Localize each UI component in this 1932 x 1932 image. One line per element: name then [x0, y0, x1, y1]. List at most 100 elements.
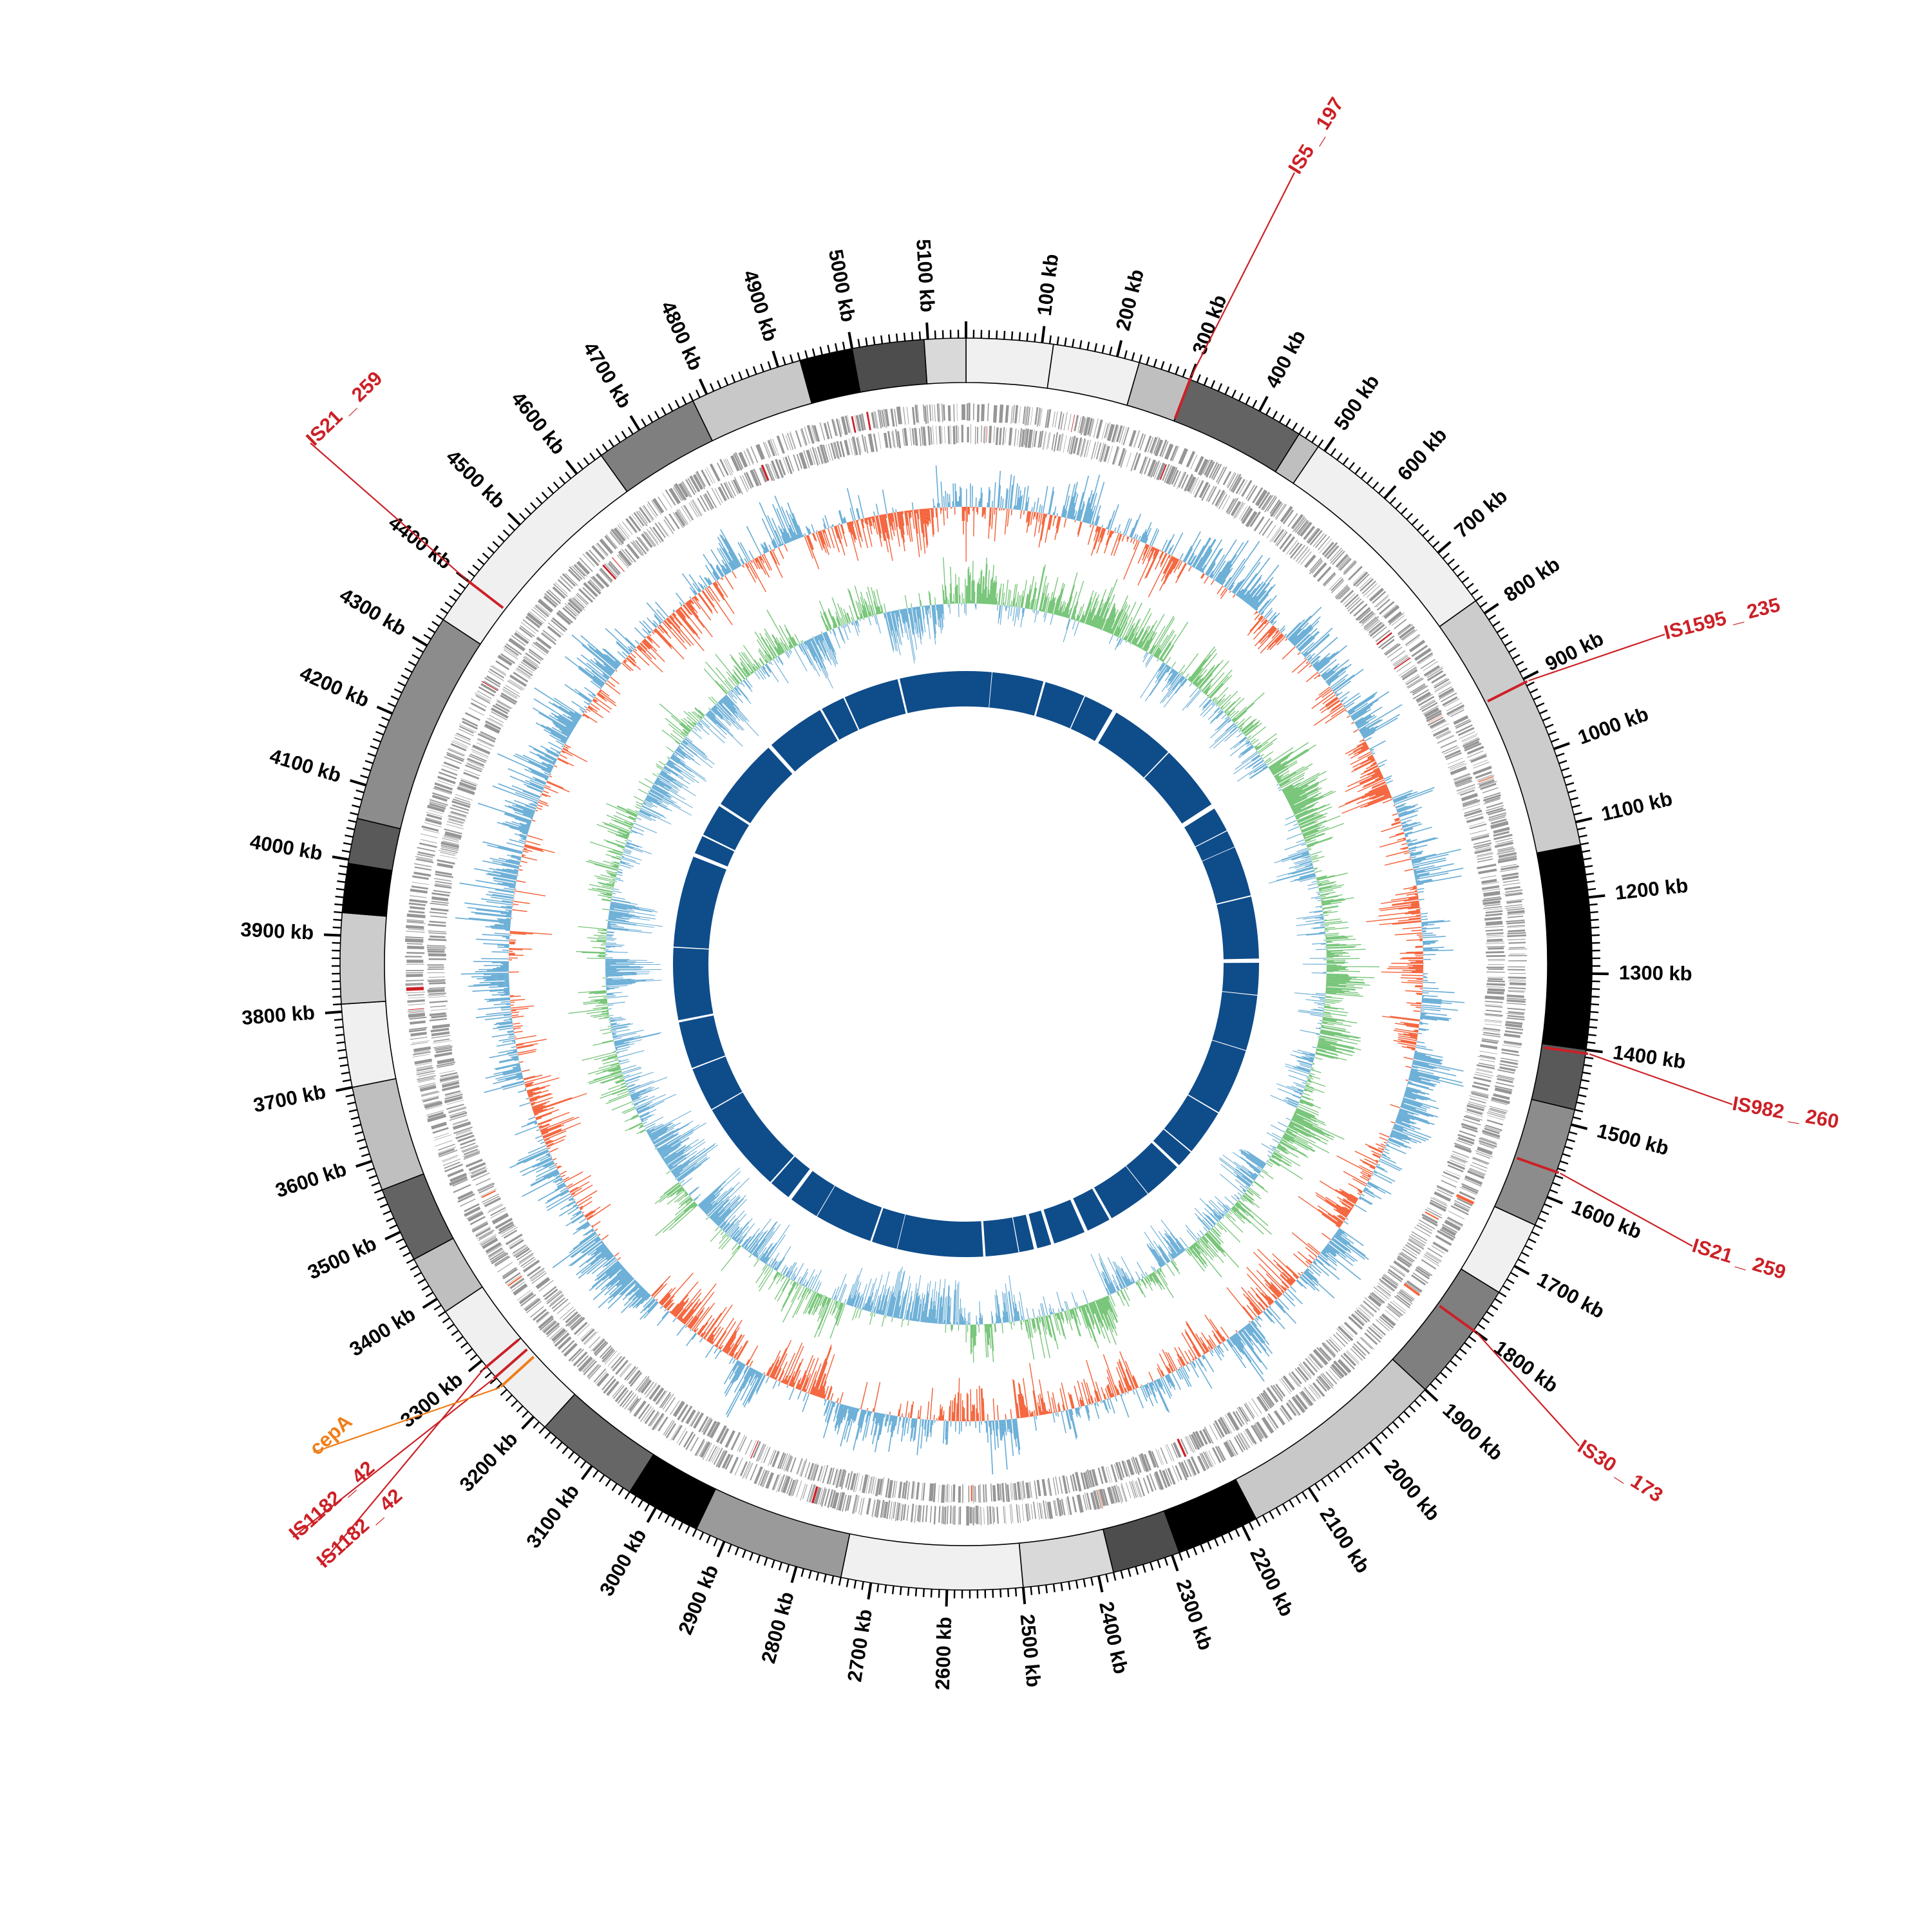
cds-feature	[1373, 1290, 1387, 1302]
cds-feature	[1381, 1276, 1397, 1289]
gc-content-bar	[1412, 971, 1423, 972]
gc-content-bar	[1315, 652, 1336, 670]
cds-feature	[1340, 589, 1354, 603]
cds-feature	[538, 1280, 554, 1292]
cds-feature	[1494, 1087, 1512, 1095]
cds-feature	[958, 1507, 960, 1526]
gc-content-bar	[1410, 961, 1423, 963]
cds-feature	[1307, 1356, 1320, 1370]
gc-content-bar	[1423, 980, 1428, 981]
gc-content-bar	[1258, 620, 1268, 630]
cds-feature	[468, 760, 485, 768]
gc-content-bar	[699, 1335, 701, 1337]
cds-feature	[429, 1000, 448, 1003]
gc-content-bar	[1379, 920, 1421, 925]
gc-content-bar	[1113, 534, 1122, 556]
cds-feature	[1493, 1093, 1510, 1100]
minor-tick	[565, 471, 572, 479]
minor-tick	[1182, 368, 1187, 377]
cds-feature	[1102, 444, 1107, 460]
cds-feature	[610, 531, 623, 546]
gc-content-bar	[1018, 490, 1021, 510]
minor-tick	[352, 804, 361, 808]
cds-feature	[817, 1466, 823, 1481]
cds-feature	[756, 1443, 764, 1462]
minor-tick	[1534, 1224, 1543, 1229]
gc-content-bar	[1415, 946, 1423, 948]
cds-feature	[562, 607, 577, 620]
cds-feature	[1394, 619, 1407, 630]
gc-content-bar	[1406, 842, 1413, 845]
cds-feature	[481, 1190, 497, 1198]
cds-feature	[486, 1244, 503, 1255]
cds-feature	[418, 1078, 436, 1083]
minor-tick	[1210, 380, 1216, 389]
major-tick	[1383, 485, 1397, 500]
cds-feature	[1032, 430, 1035, 448]
cds-feature	[569, 566, 583, 580]
cds-feature	[1393, 655, 1408, 667]
cds-feature	[529, 1270, 545, 1282]
gc-content-bar	[1105, 530, 1112, 545]
cds-feature	[1271, 1385, 1283, 1401]
minor-tick	[741, 1549, 746, 1558]
minor-tick	[696, 389, 701, 398]
gc-content-bar	[1198, 1357, 1208, 1372]
cds-feature	[633, 512, 645, 527]
cds-feature	[406, 980, 424, 981]
contig-block	[356, 619, 482, 829]
gc-content-bar	[554, 1162, 558, 1165]
cds-feature	[440, 768, 458, 776]
cds-feature	[460, 778, 478, 785]
cds-feature	[1485, 1009, 1502, 1012]
cds-feature	[1047, 431, 1051, 449]
gc-content-bar	[526, 1097, 529, 1100]
cds-feature	[1486, 807, 1504, 814]
cds-feature	[811, 424, 817, 442]
minor-tick	[417, 1278, 426, 1285]
cds-feature	[1445, 752, 1462, 761]
gc-content-bar	[1377, 1163, 1381, 1166]
gc-content-bar	[1407, 964, 1423, 966]
gc-content-bar	[1254, 625, 1274, 647]
cds-feature	[1438, 687, 1455, 699]
minor-tick	[354, 1131, 363, 1135]
cds-feature	[601, 1376, 614, 1391]
gc-content-bar	[1221, 580, 1226, 586]
cds-feature	[1008, 428, 1013, 446]
cds-feature	[882, 409, 886, 428]
cds-feature	[1368, 1326, 1383, 1340]
cds-feature	[1378, 1318, 1392, 1331]
minor-tick	[1475, 595, 1483, 601]
minor-tick	[334, 1026, 344, 1029]
cds-feature	[1402, 1248, 1417, 1259]
cds-feature	[1251, 1425, 1263, 1443]
gc-content-bar	[1254, 611, 1258, 615]
cds-feature	[591, 1337, 605, 1352]
gc-content-bar	[1110, 533, 1120, 556]
minor-tick	[431, 621, 440, 627]
cds-feature	[1396, 661, 1412, 672]
cds-feature	[734, 1457, 743, 1475]
cds-feature	[1365, 619, 1379, 630]
cds-feature	[1274, 504, 1286, 519]
gc-content-bar	[1164, 539, 1171, 553]
cds-feature	[449, 1114, 467, 1121]
cds-feature	[1022, 1481, 1026, 1499]
cds-feature	[1506, 921, 1525, 925]
gc-content-bar	[934, 1420, 936, 1423]
cds-feature	[450, 1112, 468, 1119]
cds-feature	[896, 406, 902, 425]
gc-content-bar	[927, 1401, 930, 1420]
gc-content-bar	[1383, 775, 1392, 780]
cds-feature	[1056, 434, 1061, 451]
cds-feature	[406, 913, 426, 918]
cds-feature	[593, 1340, 607, 1355]
gc-content-bar	[1416, 895, 1419, 896]
gc-content-bar	[1325, 697, 1339, 708]
cds-feature	[431, 1121, 448, 1130]
gc-content-bar	[1026, 511, 1030, 533]
gc-content-bar	[598, 1233, 601, 1236]
cds-feature	[1501, 872, 1519, 878]
cds-feature	[652, 526, 664, 542]
